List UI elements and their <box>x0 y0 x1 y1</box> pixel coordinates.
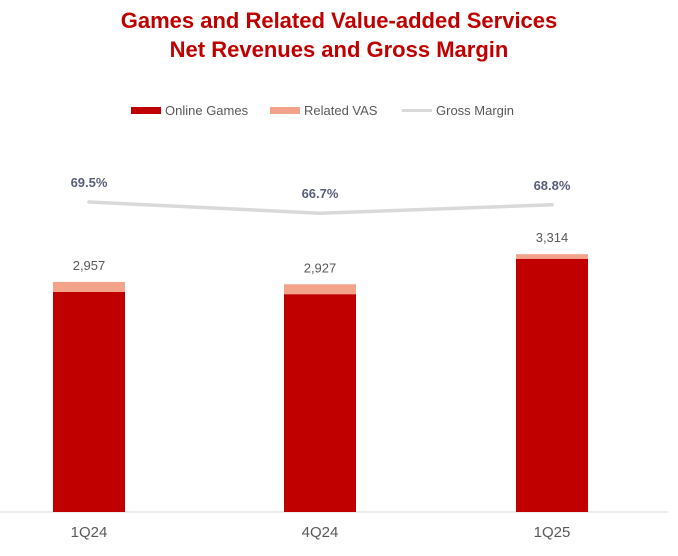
legend-swatch-online-games <box>131 107 161 114</box>
total-label-1q25: 3,314 <box>536 230 569 245</box>
bar-related-vas-1q24 <box>53 281 125 292</box>
legend-swatch-gross-margin <box>402 109 432 112</box>
gross-margin-point-4q24 <box>318 211 322 215</box>
x-tick-label-1q25: 1Q25 <box>534 524 571 541</box>
legend-item-gross-margin: Gross Margin <box>402 103 514 118</box>
legend-label-gross-margin: Gross Margin <box>436 103 515 118</box>
gross-margin-label-1q24: 69.5% <box>71 175 108 190</box>
x-tick-label-4q24: 4Q24 <box>302 524 339 541</box>
x-tick-label-1q24: 1Q24 <box>71 524 108 541</box>
gross-margin-label-1q25: 68.8% <box>534 178 571 193</box>
legend-item-related-vas: Related VAS <box>270 103 377 118</box>
bar-online-games-4q24 <box>284 294 356 512</box>
bar-related-vas-1q25 <box>516 254 588 259</box>
gross-margin-point-1q24 <box>87 200 91 204</box>
legend-item-online-games: Online Games <box>131 103 248 118</box>
legend-label-online-games: Online Games <box>165 103 249 118</box>
gross-margin-label-4q24: 66.7% <box>302 186 339 201</box>
legend-label-related-vas: Related VAS <box>304 103 378 118</box>
gross-margin-point-1q25 <box>550 203 554 207</box>
bar-related-vas-4q24 <box>284 284 356 295</box>
chart-title-line-1: Games and Related Value-added Services <box>120 8 558 33</box>
bar-online-games-1q25 <box>516 258 588 512</box>
total-label-1q24: 2,957 <box>73 258 106 273</box>
legend-swatch-related-vas <box>270 107 300 114</box>
chart-legend: Online Games Related VAS Gross Margin <box>0 103 678 121</box>
total-label-4q24: 2,927 <box>304 260 337 275</box>
bar-online-games-1q24 <box>53 291 125 512</box>
chart-title-line-2: Net Revenues and Gross Margin <box>169 37 509 62</box>
